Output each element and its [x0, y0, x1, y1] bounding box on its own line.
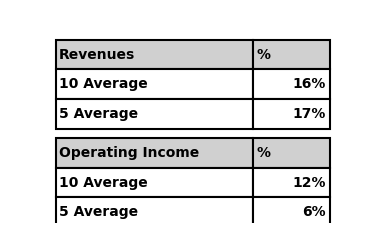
Text: 12%: 12%	[293, 176, 326, 190]
Text: 5 Average: 5 Average	[59, 206, 138, 220]
Text: %: %	[256, 48, 270, 62]
Bar	[253, 70, 330, 99]
Text: %: %	[256, 146, 270, 160]
Text: 17%: 17%	[293, 107, 326, 121]
Bar	[56, 198, 253, 227]
Text: 6%: 6%	[303, 206, 326, 220]
Bar	[253, 99, 330, 129]
Text: Revenues: Revenues	[59, 48, 135, 62]
Bar	[56, 70, 253, 99]
Bar	[253, 138, 330, 168]
Text: 16%: 16%	[293, 78, 326, 92]
Bar	[56, 168, 253, 198]
Text: 5 Average: 5 Average	[59, 107, 138, 121]
Bar	[253, 40, 330, 70]
Bar	[56, 40, 253, 70]
Text: 10 Average: 10 Average	[59, 176, 148, 190]
Bar	[56, 99, 253, 129]
Bar	[253, 168, 330, 198]
Bar	[253, 198, 330, 227]
Text: Operating Income: Operating Income	[59, 146, 200, 160]
Bar	[56, 138, 253, 168]
Text: 10 Average: 10 Average	[59, 78, 148, 92]
